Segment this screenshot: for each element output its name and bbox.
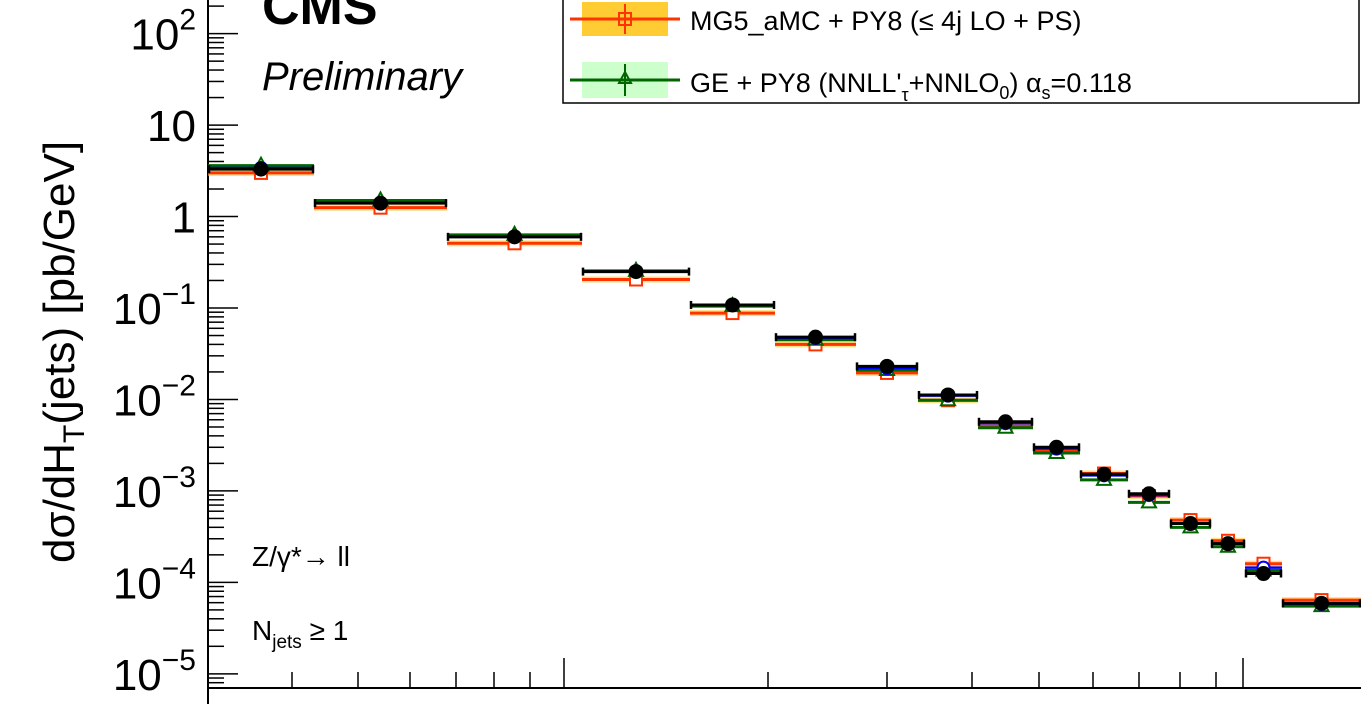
data-point xyxy=(507,229,522,245)
bin-group xyxy=(581,260,691,287)
bin-group xyxy=(207,155,315,180)
data-point xyxy=(628,264,644,280)
data-point xyxy=(998,414,1013,430)
y-tick-label: 10−4 xyxy=(113,552,196,608)
njets-label: Njets ≥ 1 xyxy=(252,615,348,653)
data-point xyxy=(725,297,740,313)
data-point xyxy=(1256,566,1271,582)
bin-group xyxy=(1032,439,1081,459)
bin-group xyxy=(774,329,857,352)
bin-group xyxy=(1169,513,1212,534)
data-point xyxy=(1141,486,1157,502)
legend: MG5_aMC + PY8 (≤ 4j LO + PS) GE + PY8 (N… xyxy=(562,0,1360,105)
y-tick-labels: 10−5 10−4 10−3 10−2 10−1 1 10 102 xyxy=(113,4,196,700)
y-tick-label: 10−5 xyxy=(113,644,196,700)
data-point xyxy=(1220,536,1236,552)
bin-group xyxy=(689,295,776,321)
bin-group xyxy=(1281,593,1361,613)
experiment-label: CMS xyxy=(262,0,378,36)
legend-mg5-marker xyxy=(618,12,632,26)
data-point xyxy=(1096,466,1112,482)
legend-box xyxy=(562,0,1360,104)
legend-mg5-label: MG5_aMC + PY8 (≤ 4j LO + PS) xyxy=(690,6,1081,36)
bin-group xyxy=(855,358,919,380)
legend-entry-mg5: MG5_aMC + PY8 (≤ 4j LO + PS) xyxy=(570,2,1081,36)
bin-group xyxy=(977,414,1034,434)
data-point xyxy=(1183,516,1198,532)
bin-group xyxy=(1079,466,1129,486)
y-tick-label: 102 xyxy=(130,4,196,60)
legend-ge-label: GE + PY8 (NNLL'τ+NNLO0) αs=0.118 xyxy=(690,68,1132,105)
bin-group xyxy=(313,190,448,215)
bin-group xyxy=(1244,556,1283,582)
data-point xyxy=(879,358,895,374)
y-tick-label: 10−1 xyxy=(113,278,196,334)
data-point xyxy=(253,161,269,177)
data-point xyxy=(373,195,388,211)
y-tick-label: 1 xyxy=(172,194,196,243)
bin-group xyxy=(1127,486,1171,509)
data-point xyxy=(1314,595,1329,611)
bin-group xyxy=(446,224,583,251)
status-label: Preliminary xyxy=(262,55,465,99)
y-tick-label: 10−3 xyxy=(113,461,196,517)
legend-ge-marker xyxy=(617,69,633,84)
process-label: Z/γ*→ ll xyxy=(252,541,350,572)
y-tick-label: 10 xyxy=(147,102,196,151)
data-marks xyxy=(207,155,1361,613)
y-tick-label: 10−2 xyxy=(113,369,196,425)
y-axis-label: dσ/dHT(jets) [pb/GeV] xyxy=(35,141,91,563)
bin-group xyxy=(917,387,979,408)
bin-group xyxy=(1210,533,1246,553)
data-point xyxy=(808,329,823,345)
legend-entry-ge: GE + PY8 (NNLL'τ+NNLO0) αs=0.118 xyxy=(570,62,1132,105)
data-point xyxy=(1049,439,1064,455)
data-point xyxy=(940,387,956,403)
axes xyxy=(207,0,1361,704)
